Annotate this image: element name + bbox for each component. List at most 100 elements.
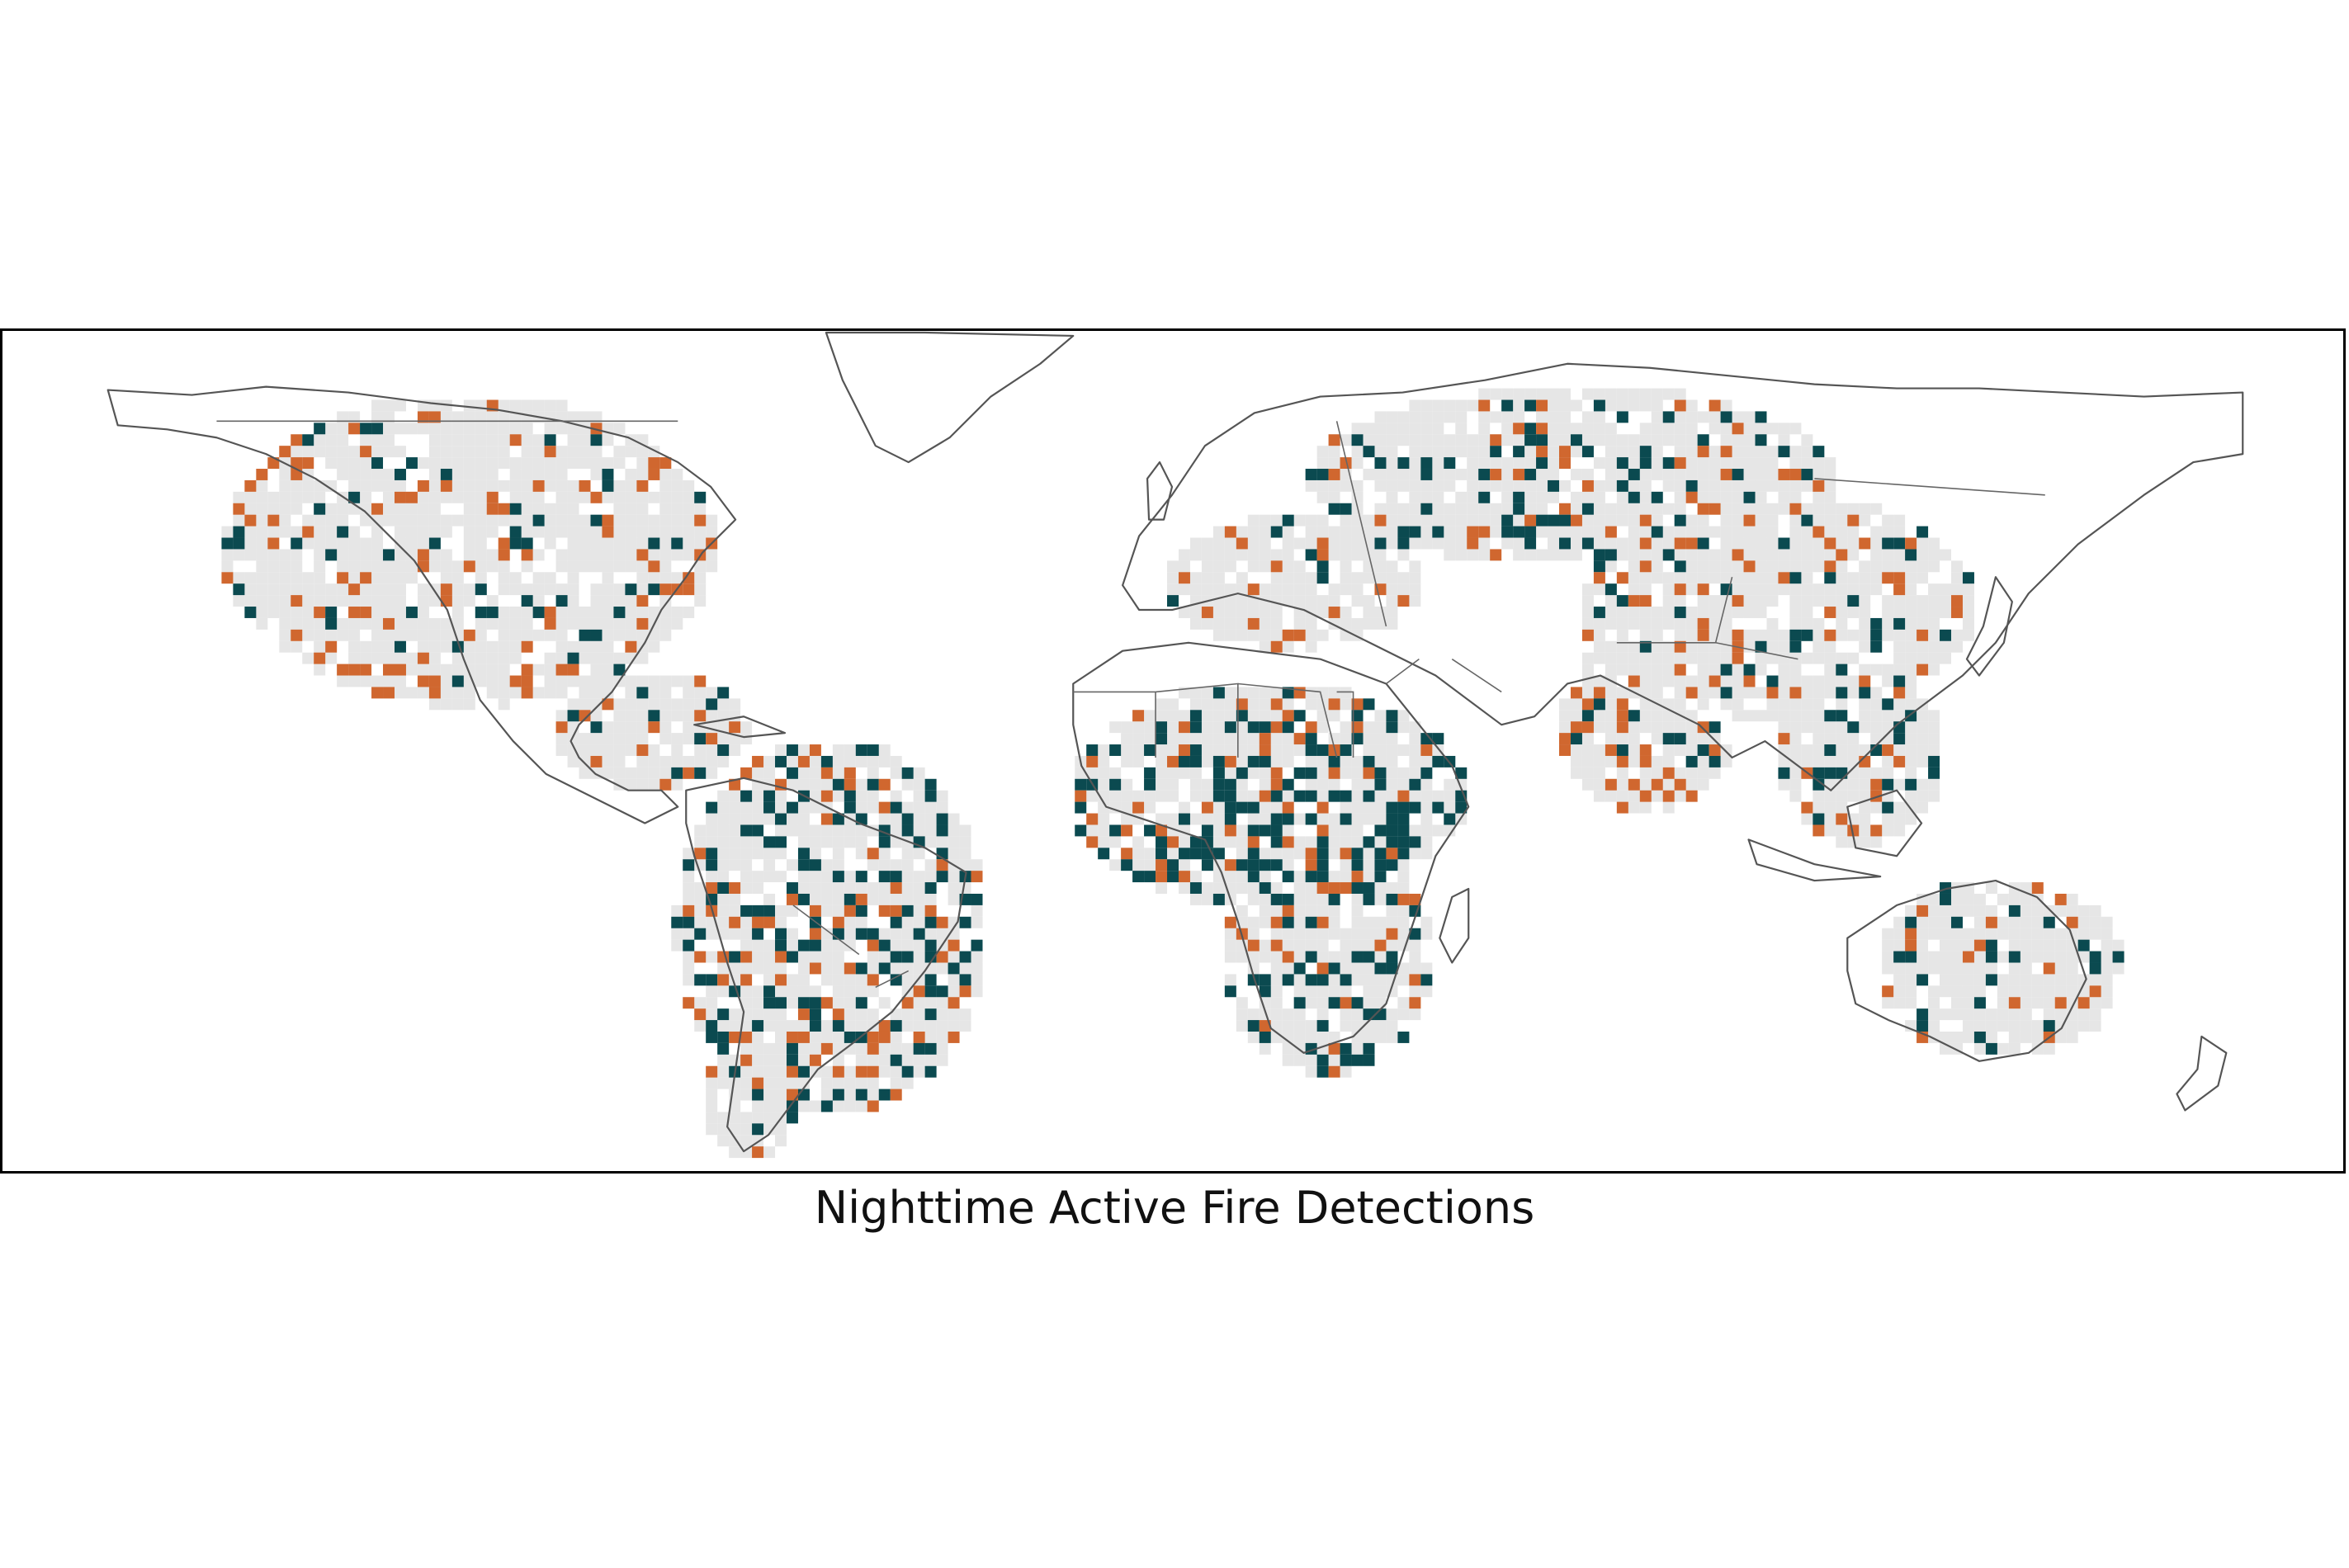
fire-cell bbox=[1490, 549, 1502, 561]
land-cell bbox=[279, 607, 291, 618]
land-cell bbox=[1478, 434, 1491, 446]
land-cell bbox=[1836, 824, 1848, 837]
land-cell bbox=[417, 503, 429, 515]
land-cell bbox=[475, 457, 487, 470]
fire-cell bbox=[1743, 491, 1756, 503]
land-cell bbox=[394, 675, 406, 687]
land-cell bbox=[486, 687, 499, 699]
fire-cell bbox=[1374, 778, 1387, 791]
land-cell bbox=[1616, 446, 1628, 458]
fire-cell bbox=[1732, 549, 1744, 561]
land-cell bbox=[648, 629, 660, 641]
fire-cell bbox=[1962, 951, 1974, 963]
land-cell bbox=[1639, 778, 1652, 791]
fire-cell bbox=[1282, 893, 1294, 905]
land-cell bbox=[1928, 595, 1940, 607]
land-cell bbox=[671, 479, 683, 492]
land-cell bbox=[602, 491, 614, 503]
land-cell bbox=[1697, 767, 1709, 779]
land-cell bbox=[291, 503, 303, 515]
land-cell bbox=[683, 962, 695, 975]
land-cell bbox=[579, 411, 591, 423]
land-cell bbox=[683, 537, 695, 550]
fire-cell bbox=[1662, 790, 1675, 802]
land-cell bbox=[809, 893, 821, 905]
land-cell bbox=[1224, 836, 1236, 848]
land-cell bbox=[337, 560, 349, 573]
land-cell bbox=[1328, 687, 1340, 699]
fire-cell bbox=[1178, 871, 1190, 883]
fire-cell bbox=[509, 434, 522, 446]
fire-cell bbox=[1524, 423, 1537, 435]
land-cell bbox=[913, 997, 925, 1009]
land-cell bbox=[1593, 434, 1605, 446]
land-cell bbox=[440, 664, 452, 676]
land-cell bbox=[1247, 916, 1260, 928]
land-cell bbox=[602, 721, 614, 734]
land-cell bbox=[498, 399, 510, 412]
fire-cell bbox=[797, 1008, 810, 1021]
land-cell bbox=[509, 687, 522, 699]
land-cell bbox=[1501, 503, 1514, 515]
land-cell bbox=[1581, 423, 1594, 435]
land-cell bbox=[1397, 423, 1410, 435]
land-cell bbox=[1132, 859, 1145, 871]
land-cell bbox=[1293, 939, 1306, 952]
land-cell bbox=[579, 652, 591, 664]
fire-cell bbox=[1674, 514, 1686, 527]
land-cell bbox=[867, 893, 879, 905]
land-cell bbox=[1917, 962, 1929, 975]
land-cell bbox=[394, 652, 406, 664]
land-cell bbox=[1282, 640, 1294, 653]
land-cell bbox=[1962, 997, 1974, 1009]
fire-cell bbox=[1616, 744, 1628, 756]
land-cell bbox=[521, 526, 533, 538]
land-cell bbox=[1893, 985, 1906, 998]
land-cell bbox=[717, 1065, 730, 1078]
land-cell bbox=[1824, 813, 1836, 825]
land-cell bbox=[1178, 836, 1190, 848]
land-cell bbox=[602, 733, 614, 745]
land-cell bbox=[348, 617, 361, 630]
fire-cell bbox=[1397, 595, 1410, 607]
land-cell bbox=[1905, 813, 1917, 825]
land-cell bbox=[1962, 1008, 1974, 1021]
land-cell bbox=[383, 469, 395, 480]
land-cell bbox=[648, 675, 660, 687]
land-cell bbox=[683, 928, 695, 940]
land-cell bbox=[1351, 491, 1364, 503]
fire-cell bbox=[844, 801, 856, 814]
land-cell bbox=[1940, 640, 1952, 653]
fire-cell bbox=[1212, 687, 1225, 699]
land-cell bbox=[2077, 974, 2090, 986]
land-cell bbox=[752, 882, 764, 894]
fire-cell bbox=[1259, 824, 1271, 837]
land-cell bbox=[1928, 629, 1940, 641]
land-cell bbox=[1581, 664, 1594, 676]
land-cell bbox=[625, 549, 637, 561]
land-cell bbox=[1432, 491, 1444, 503]
land-cell bbox=[2008, 939, 2021, 952]
land-cell bbox=[1570, 549, 1582, 561]
land-cell bbox=[1201, 710, 1213, 722]
land-cell bbox=[1893, 514, 1906, 527]
land-cell bbox=[498, 423, 510, 435]
fire-cell bbox=[1156, 836, 1168, 848]
land-cell bbox=[1720, 652, 1732, 664]
land-cell bbox=[590, 607, 603, 618]
land-cell bbox=[625, 710, 637, 722]
land-cell bbox=[1305, 698, 1317, 711]
fire-cell bbox=[1132, 801, 1145, 814]
land-cell bbox=[659, 767, 672, 779]
fire-cell bbox=[1259, 1020, 1271, 1032]
fire-cell bbox=[1905, 928, 1917, 940]
land-cell bbox=[913, 882, 925, 894]
fire-cell bbox=[1282, 871, 1294, 883]
land-cell bbox=[1316, 778, 1329, 791]
land-cell bbox=[1882, 824, 1894, 837]
land-cell bbox=[1628, 388, 1640, 400]
land-cell bbox=[1639, 526, 1652, 538]
land-cell bbox=[1420, 824, 1433, 837]
land-cell bbox=[1628, 572, 1640, 584]
fire-cell bbox=[832, 778, 844, 791]
